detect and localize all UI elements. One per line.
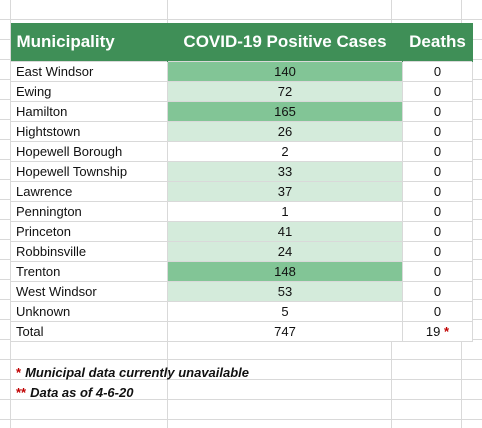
- municipality-cell[interactable]: West Windsor: [10, 281, 168, 302]
- table-row: West Windsor 53 0: [10, 281, 473, 302]
- table-row: Lawrence 37 0: [10, 181, 473, 202]
- asterisk-marker: *: [444, 324, 450, 339]
- total-deaths-cell[interactable]: 19 *: [402, 321, 473, 342]
- municipality-cell[interactable]: Pennington: [10, 201, 168, 222]
- cases-cell[interactable]: 5: [167, 301, 403, 322]
- municipality-cell[interactable]: Robbinsville: [10, 241, 168, 262]
- header-row: Municipality COVID-19 Positive Cases Dea…: [10, 23, 473, 62]
- table-row: East Windsor 140 0: [10, 61, 473, 82]
- deaths-cell[interactable]: 0: [402, 181, 473, 202]
- cases-cell[interactable]: 148: [167, 261, 403, 282]
- total-row: Total 747 19 *: [10, 321, 473, 342]
- deaths-cell[interactable]: 0: [402, 81, 473, 102]
- deaths-cell[interactable]: 0: [402, 201, 473, 222]
- deaths-cell[interactable]: 0: [402, 101, 473, 122]
- municipality-cell[interactable]: Hamilton: [10, 101, 168, 122]
- municipality-cell[interactable]: East Windsor: [10, 61, 168, 82]
- table-row: Pennington 1 0: [10, 201, 473, 222]
- municipality-cell[interactable]: Unknown: [10, 301, 168, 322]
- cases-cell[interactable]: 2: [167, 141, 403, 162]
- deaths-cell[interactable]: 0: [402, 121, 473, 142]
- table-row: Hopewell Township 33 0: [10, 161, 473, 182]
- table-row: Trenton 148 0: [10, 261, 473, 282]
- footnotes: * Municipal data currently unavailable **…: [16, 363, 249, 403]
- table-row: Hopewell Borough 2 0: [10, 141, 473, 162]
- deaths-cell[interactable]: 0: [402, 61, 473, 82]
- header-municipality[interactable]: Municipality: [10, 23, 168, 62]
- cases-cell[interactable]: 165: [167, 101, 403, 122]
- deaths-cell[interactable]: 0: [402, 261, 473, 282]
- cases-cell[interactable]: 37: [167, 181, 403, 202]
- municipality-cell[interactable]: Hopewell Township: [10, 161, 168, 182]
- cases-cell[interactable]: 24: [167, 241, 403, 262]
- total-cases-cell[interactable]: 747: [167, 321, 403, 342]
- deaths-cell[interactable]: 0: [402, 141, 473, 162]
- cases-cell[interactable]: 26: [167, 121, 403, 142]
- table-row: Robbinsville 24 0: [10, 241, 473, 262]
- municipality-cell[interactable]: Lawrence: [10, 181, 168, 202]
- municipality-cell[interactable]: Trenton: [10, 261, 168, 282]
- cases-cell[interactable]: 140: [167, 61, 403, 82]
- deaths-cell[interactable]: 0: [402, 281, 473, 302]
- deaths-cell[interactable]: 0: [402, 161, 473, 182]
- total-deaths-value: 19: [425, 324, 441, 339]
- footnote-date[interactable]: ** Data as of 4-6-20: [16, 385, 134, 400]
- municipality-cell[interactable]: Hightstown: [10, 121, 168, 142]
- table-row: Ewing 72 0: [10, 81, 473, 102]
- table-row: Hightstown 26 0: [10, 121, 473, 142]
- header-cases[interactable]: COVID-19 Positive Cases: [167, 23, 403, 62]
- cases-cell[interactable]: 1: [167, 201, 403, 222]
- cases-cell[interactable]: 33: [167, 161, 403, 182]
- municipality-cell[interactable]: Hopewell Borough: [10, 141, 168, 162]
- cases-cell[interactable]: 72: [167, 81, 403, 102]
- covid-cases-table: Municipality COVID-19 Positive Cases Dea…: [10, 23, 473, 342]
- deaths-cell[interactable]: 0: [402, 221, 473, 242]
- table-row: Hamilton 165 0: [10, 101, 473, 122]
- total-label-cell[interactable]: Total: [10, 321, 168, 342]
- footnote-unavailable[interactable]: * Municipal data currently unavailable: [16, 365, 250, 380]
- cases-cell[interactable]: 53: [167, 281, 403, 302]
- cases-cell[interactable]: 41: [167, 221, 403, 242]
- table-row: Unknown 5 0: [10, 301, 473, 322]
- deaths-cell[interactable]: 0: [402, 301, 473, 322]
- header-deaths[interactable]: Deaths: [402, 23, 473, 62]
- deaths-cell[interactable]: 0: [402, 241, 473, 262]
- municipality-cell[interactable]: Princeton: [10, 221, 168, 242]
- municipality-cell[interactable]: Ewing: [10, 81, 168, 102]
- table-row: Princeton 41 0: [10, 221, 473, 242]
